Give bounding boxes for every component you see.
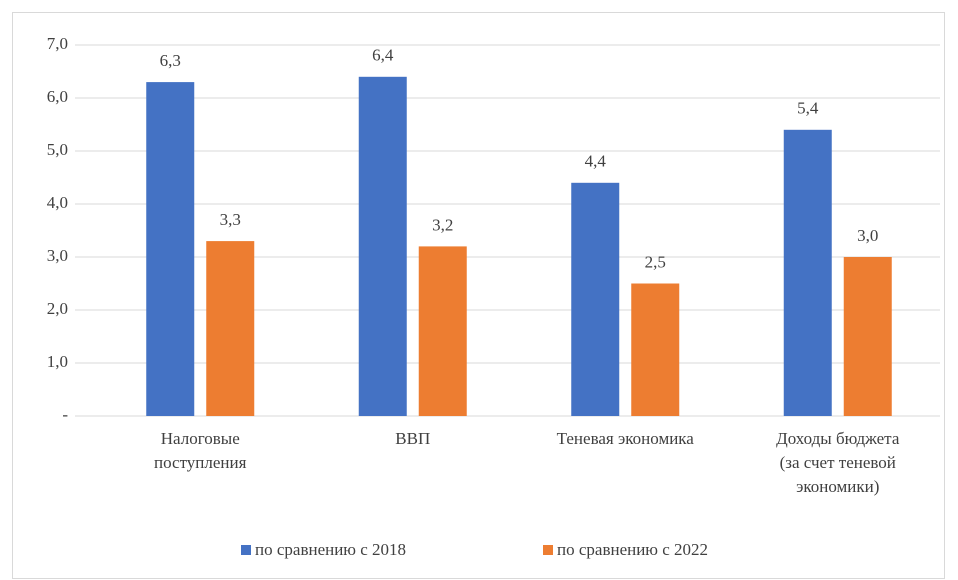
legend-label: по сравнению с 2022: [557, 540, 708, 559]
data-label: 3,0: [857, 226, 878, 245]
data-label: 5,4: [797, 99, 819, 118]
bar: [571, 182, 620, 416]
data-label: 2,5: [645, 252, 666, 271]
legend-swatch: [241, 545, 251, 555]
legend-label: по сравнению с 2018: [255, 540, 406, 559]
x-tick-label: ВВП: [395, 429, 430, 448]
bar: [146, 82, 195, 416]
x-tick-label: Налоговые поступления: [154, 429, 247, 472]
bar: [843, 257, 892, 416]
bar: [206, 241, 255, 416]
legend-swatch: [543, 545, 553, 555]
bar: [358, 76, 407, 417]
data-label: 6,3: [160, 51, 181, 70]
data-label: 3,2: [432, 215, 453, 234]
y-tick-label: 4,0: [47, 193, 68, 212]
data-label: 6,4: [372, 46, 394, 65]
bar: [783, 129, 832, 417]
y-tick-label: 3,0: [47, 246, 68, 265]
data-label: 3,3: [220, 210, 241, 229]
x-tick-label: Теневая экономика: [557, 429, 695, 448]
bar: [631, 283, 680, 416]
x-tick-label: Доходы бюджета (за счет теневой экономики): [776, 429, 900, 496]
y-tick-label: 2,0: [47, 299, 68, 318]
y-tick-label: 6,0: [47, 87, 68, 106]
y-tick-label: 1,0: [47, 352, 68, 371]
y-tick-label: -: [62, 405, 68, 424]
data-label: 4,4: [585, 152, 607, 171]
bar: [418, 246, 467, 416]
y-tick-label: 7,0: [47, 34, 68, 53]
y-tick-label: 5,0: [47, 140, 68, 159]
